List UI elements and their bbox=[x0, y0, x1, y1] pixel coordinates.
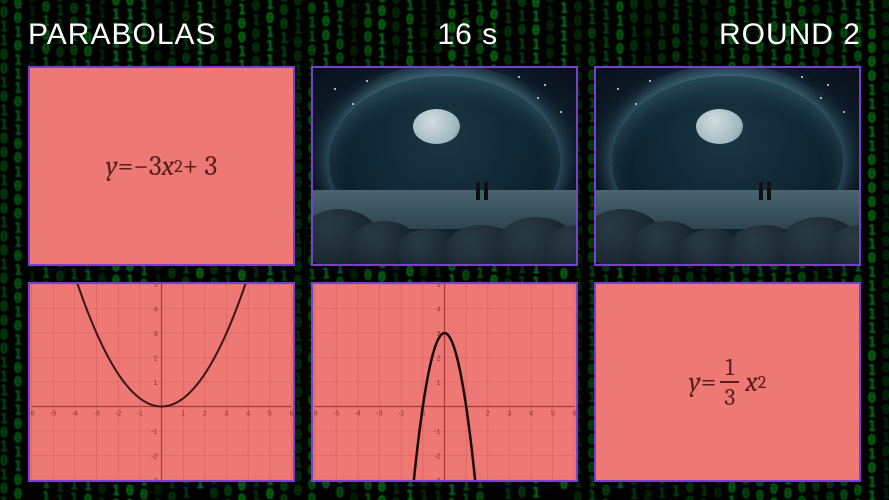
svg-text:4: 4 bbox=[529, 411, 533, 418]
card-chart-2[interactable]: -6-5-4-3-2-1123456-3-2-112345 bbox=[311, 282, 578, 482]
frac-den: 3 bbox=[720, 385, 739, 409]
equation-display: y = −3 x 2 + 3 bbox=[30, 68, 293, 264]
svg-text:2: 2 bbox=[486, 411, 490, 418]
svg-text:4: 4 bbox=[154, 307, 158, 314]
svg-text:5: 5 bbox=[268, 411, 272, 418]
svg-text:-2: -2 bbox=[398, 411, 404, 418]
svg-text:-3: -3 bbox=[434, 478, 440, 480]
timer: 16 s bbox=[437, 18, 498, 52]
svg-text:-2: -2 bbox=[151, 454, 157, 461]
svg-text:1: 1 bbox=[181, 411, 185, 418]
svg-text:1: 1 bbox=[437, 380, 441, 387]
eq-var: x bbox=[745, 366, 758, 398]
fraction: 1 3 bbox=[720, 355, 739, 409]
card-equation-1[interactable]: y = −3 x 2 + 3 bbox=[28, 66, 295, 266]
eq-lhs: y bbox=[106, 150, 118, 182]
eq-tail: + 3 bbox=[183, 150, 218, 182]
svg-text:-6: -6 bbox=[30, 411, 35, 418]
svg-text:-1: -1 bbox=[137, 411, 143, 418]
svg-text:-6: -6 bbox=[313, 411, 318, 418]
card-space-image-1[interactable] bbox=[311, 66, 578, 266]
frac-num: 1 bbox=[721, 355, 738, 379]
card-space-image-2[interactable] bbox=[594, 66, 861, 266]
svg-text:-1: -1 bbox=[151, 429, 157, 436]
eq-coef: −3 bbox=[133, 150, 161, 182]
svg-text:-2: -2 bbox=[115, 411, 121, 418]
topic-title: PARABOLAS bbox=[28, 18, 217, 52]
svg-text:-5: -5 bbox=[50, 411, 56, 418]
svg-text:-2: -2 bbox=[434, 454, 440, 461]
svg-text:1: 1 bbox=[154, 380, 158, 387]
svg-text:-4: -4 bbox=[355, 411, 361, 418]
svg-text:5: 5 bbox=[551, 411, 555, 418]
round-label: ROUND 2 bbox=[719, 18, 861, 52]
eq-exp: 2 bbox=[758, 372, 767, 393]
svg-text:3: 3 bbox=[508, 411, 512, 418]
eq-var: x bbox=[162, 150, 175, 182]
eq-equals: = bbox=[118, 150, 134, 182]
svg-text:4: 4 bbox=[246, 411, 250, 418]
svg-text:-1: -1 bbox=[434, 429, 440, 436]
svg-text:4: 4 bbox=[437, 307, 441, 314]
svg-text:-3: -3 bbox=[93, 411, 99, 418]
card-equation-2[interactable]: y = 1 3 x 2 bbox=[594, 282, 861, 482]
svg-text:2: 2 bbox=[154, 356, 158, 363]
svg-text:3: 3 bbox=[154, 331, 158, 338]
card-chart-1[interactable]: -6 -5 -4 -3 -2 -1 1 2 3 4 5 6 -3 -2 -1 1 2 3 4 5 bbox=[28, 282, 295, 482]
card-grid: y = −3 x 2 + 3 -6-5-4-3-2-1123456-3-2-11… bbox=[28, 66, 861, 482]
svg-text:3: 3 bbox=[225, 411, 229, 418]
svg-text:-4: -4 bbox=[72, 411, 78, 418]
svg-text:-3: -3 bbox=[151, 478, 157, 480]
game-screen: PARABOLAS 16 s ROUND 2 y = −3 x 2 + 3 -6… bbox=[0, 0, 889, 500]
svg-text:5: 5 bbox=[437, 284, 441, 289]
svg-text:6: 6 bbox=[573, 411, 576, 418]
svg-text:5: 5 bbox=[154, 284, 158, 289]
eq-equals: = bbox=[701, 366, 717, 398]
svg-text:6: 6 bbox=[290, 411, 293, 418]
parabola-chart-narrow: -6-5-4-3-2-1123456-3-2-112345 bbox=[313, 284, 576, 480]
svg-text:-3: -3 bbox=[376, 411, 382, 418]
eq-lhs: y bbox=[689, 366, 701, 398]
parabola-chart-wide: -6 -5 -4 -3 -2 -1 1 2 3 4 5 6 -3 -2 -1 1 2 3 4 5 bbox=[30, 284, 293, 480]
header-bar: PARABOLAS 16 s ROUND 2 bbox=[28, 18, 861, 52]
svg-text:2: 2 bbox=[437, 356, 441, 363]
eq-exp: 2 bbox=[174, 156, 183, 177]
svg-text:2: 2 bbox=[203, 411, 207, 418]
equation-display: y = 1 3 x 2 bbox=[596, 284, 859, 480]
svg-text:-5: -5 bbox=[333, 411, 339, 418]
